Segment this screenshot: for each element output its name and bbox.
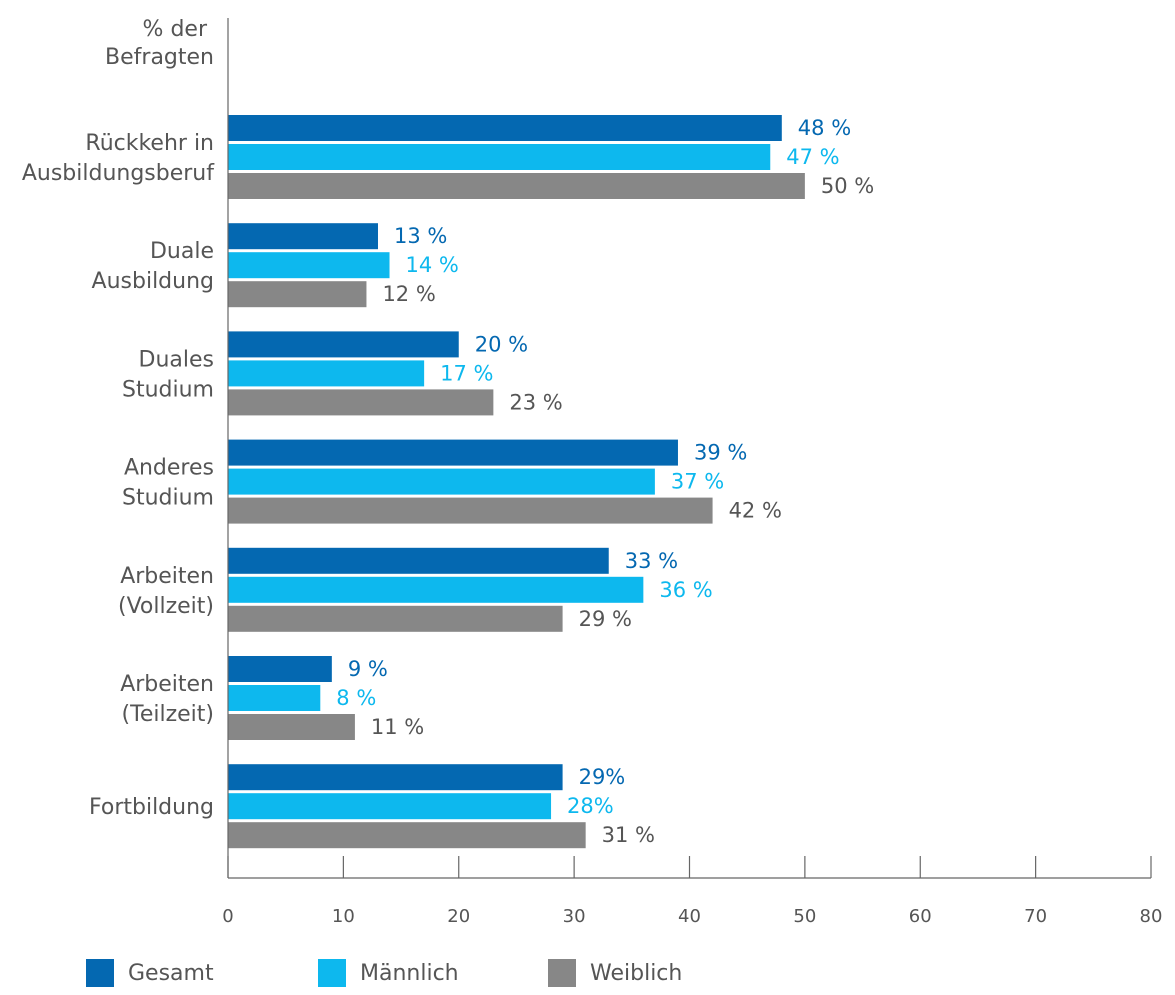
- category-labels: Rückkehr in Ausbildungsberuf Duale Ausbildu…: [22, 131, 215, 820]
- data-labels: 48 % 47 % 50 % 13 % 14 % 12 % 20 % 17 % 23 % 39 %…: [336, 116, 874, 847]
- x-tick-label: 20: [447, 906, 470, 927]
- x-tick-label: 80: [1140, 906, 1163, 927]
- bar-weiblich: [228, 389, 494, 416]
- bar-maennlich: [228, 468, 655, 495]
- bar-maennlich: [228, 685, 321, 711]
- value-axis-title-line-1: % der: [143, 17, 208, 42]
- x-tick-label: 10: [332, 906, 355, 927]
- data-label: 8 %: [336, 686, 376, 710]
- data-label: 12 %: [382, 282, 435, 306]
- category-label: Ausbildungsberuf: [22, 161, 215, 186]
- x-tick-label: 40: [678, 906, 701, 927]
- legend-swatch-weiblich: [548, 959, 576, 987]
- bar-weiblich: [228, 714, 355, 740]
- data-label: 37 %: [671, 470, 724, 494]
- bar-gesamt: [228, 223, 378, 250]
- legend: Gesamt Männlich Weiblich: [0, 955, 1175, 995]
- category-label: Studium: [122, 486, 214, 511]
- legend-label-gesamt: Gesamt: [128, 960, 214, 986]
- x-tick-label: 60: [909, 906, 932, 927]
- value-axis-title: % der Befragten: [105, 17, 214, 70]
- bar-maennlich: [228, 576, 644, 603]
- legend-swatch-gesamt: [86, 959, 114, 987]
- data-label: 9 %: [348, 657, 388, 681]
- data-label: 29%: [579, 765, 626, 789]
- category-label: Studium: [122, 377, 214, 402]
- chart: % der Befragten Rückkehr in Ausbildungsbe…: [22, 17, 1163, 927]
- data-label: 33 %: [625, 549, 678, 573]
- data-label: 13 %: [394, 224, 447, 248]
- category-label: Duale: [150, 239, 214, 264]
- legend-label-weiblich: Weiblich: [590, 960, 683, 986]
- data-label: 28%: [567, 794, 614, 818]
- data-label: 23 %: [509, 390, 562, 414]
- legend-label-maennlich: Männlich: [360, 960, 459, 986]
- bar-weiblich: [228, 497, 713, 524]
- x-tick-label: 30: [563, 906, 586, 927]
- x-tick-label: 50: [793, 906, 816, 927]
- bar-gesamt: [228, 439, 678, 466]
- bar-weiblich: [228, 605, 563, 632]
- category-label: (Teilzeit): [122, 702, 214, 727]
- data-label: 42 %: [729, 499, 782, 523]
- x-ticks: 0 10 20 30 40 50 60 70 80: [222, 856, 1162, 927]
- value-axis-title-line-2: Befragten: [105, 45, 214, 70]
- legend-swatch-maennlich: [318, 959, 346, 987]
- x-tick-label: 70: [1024, 906, 1047, 927]
- category-label: Anderes: [124, 456, 214, 481]
- category-label: Ausbildung: [92, 269, 214, 294]
- x-tick-label: 0: [222, 906, 233, 927]
- data-label: 39 %: [694, 441, 747, 465]
- data-label: 17 %: [440, 361, 493, 385]
- bar-gesamt: [228, 764, 563, 791]
- legend-item-gesamt: Gesamt: [86, 955, 214, 991]
- bar-weiblich: [228, 173, 805, 199]
- data-label: 50 %: [821, 174, 874, 198]
- data-label: 48 %: [798, 116, 851, 140]
- data-label: 11 %: [371, 715, 424, 739]
- data-label: 29 %: [579, 607, 632, 631]
- category-label: Rückkehr in: [85, 131, 214, 156]
- bar-maennlich: [228, 360, 425, 387]
- bar-weiblich: [228, 822, 586, 849]
- data-label: 47 %: [786, 145, 839, 169]
- bar-maennlich: [228, 144, 771, 170]
- category-label: Arbeiten: [120, 564, 214, 589]
- legend-item-weiblich: Weiblich: [548, 955, 682, 991]
- bar-maennlich: [228, 793, 552, 820]
- data-label: 14 %: [406, 253, 459, 277]
- bar-gesamt: [228, 115, 782, 141]
- category-label: Arbeiten: [120, 672, 214, 697]
- data-label: 36 %: [659, 578, 712, 602]
- legend-item-maennlich: Männlich: [318, 955, 459, 991]
- bar-gesamt: [228, 547, 609, 574]
- category-label: Fortbildung: [89, 795, 214, 820]
- category-label: Duales: [139, 347, 214, 372]
- bars: [228, 115, 805, 849]
- bar-gesamt: [228, 656, 332, 682]
- bar-weiblich: [228, 281, 367, 308]
- category-label: (Vollzeit): [118, 594, 214, 619]
- data-label: 31 %: [602, 823, 655, 847]
- data-label: 20 %: [475, 332, 528, 356]
- bar-gesamt: [228, 331, 459, 358]
- bar-maennlich: [228, 252, 390, 279]
